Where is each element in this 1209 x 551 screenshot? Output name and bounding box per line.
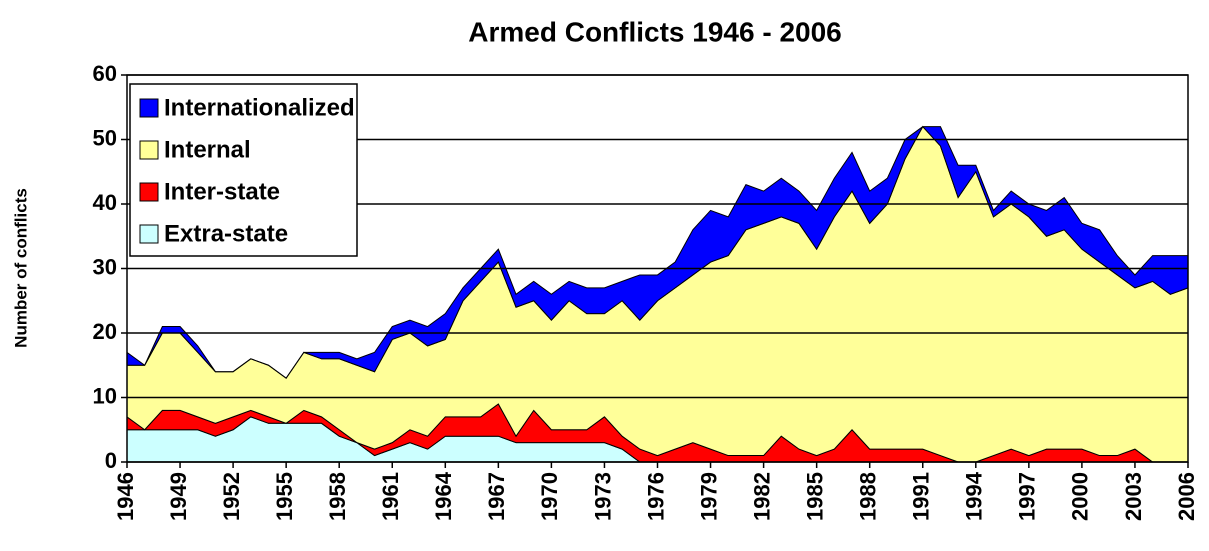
x-tick-label: 1997	[1015, 472, 1040, 521]
legend: Internationalized Internal Inter-state Extr…	[129, 83, 358, 257]
x-tick-label: 1967	[484, 472, 509, 521]
x-tick-label: 1982	[749, 472, 774, 521]
x-tick-label: 1979	[696, 472, 721, 521]
legend-label: Internal	[164, 136, 251, 163]
y-tick-label: 20	[93, 319, 117, 344]
legend-label: Internationalized	[164, 94, 355, 121]
x-tick-label: 1955	[272, 472, 297, 521]
x-tick-label: 1991	[909, 472, 934, 521]
legend-label: Extra-state	[164, 220, 288, 247]
x-tick-label: 1973	[590, 472, 615, 521]
y-axis-label: Number of conflicts	[11, 188, 30, 348]
legend-swatch	[139, 224, 159, 244]
x-tick-label: 1970	[537, 472, 562, 521]
legend-swatch	[139, 182, 159, 202]
x-tick-label: 1964	[431, 471, 456, 521]
y-tick-label: 0	[105, 448, 117, 473]
y-tick-label: 60	[93, 61, 117, 86]
y-tick-label: 50	[93, 125, 117, 150]
x-tick-label: 1949	[166, 472, 191, 521]
chart-title: Armed Conflicts 1946 - 2006	[468, 16, 842, 47]
x-tick-label: 2000	[1068, 472, 1093, 521]
x-tick-label: 1976	[643, 472, 668, 521]
y-tick-label: 30	[93, 254, 117, 279]
x-tick-label: 2006	[1174, 472, 1199, 521]
x-tick-label: 1946	[113, 472, 138, 521]
y-tick-label: 10	[93, 383, 117, 408]
legend-box	[129, 83, 358, 257]
legend-label: Inter-state	[164, 178, 280, 205]
y-tick-label: 40	[93, 190, 117, 215]
x-tick-label: 1952	[219, 472, 244, 521]
x-tick-label: 1958	[325, 472, 350, 521]
x-tick-label: 1985	[802, 472, 827, 521]
legend-swatch	[139, 98, 159, 118]
legend-swatch	[139, 140, 159, 160]
x-tick-label: 2003	[1121, 472, 1146, 521]
x-tick-label: 1961	[378, 472, 403, 521]
x-tick-label: 1988	[856, 472, 881, 521]
x-tick-label: 1994	[962, 471, 987, 521]
